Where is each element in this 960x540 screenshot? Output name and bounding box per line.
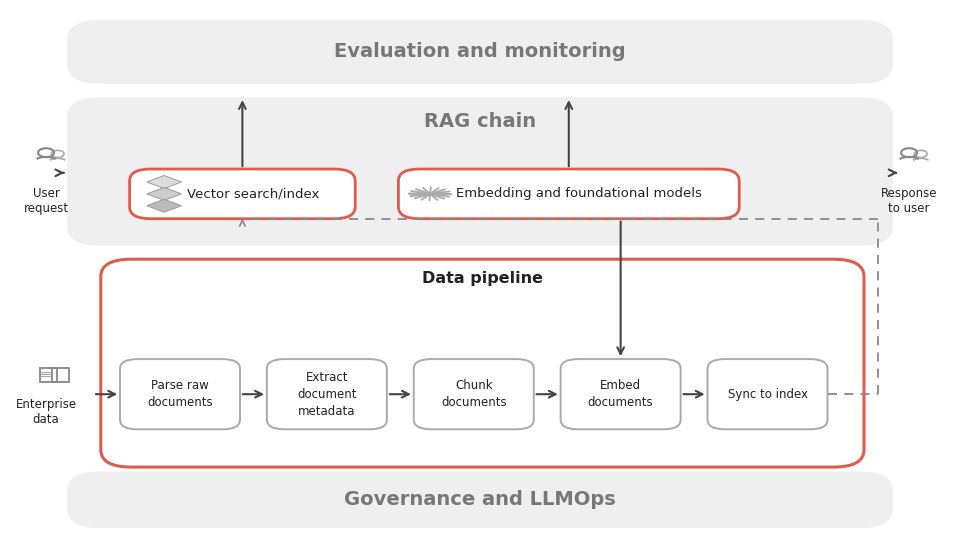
- FancyBboxPatch shape: [398, 169, 739, 219]
- Text: Vector search/index: Vector search/index: [187, 187, 320, 200]
- Text: Enterprise
data: Enterprise data: [15, 398, 77, 426]
- Text: Embedding and foundational models: Embedding and foundational models: [456, 187, 702, 200]
- Text: Data pipeline: Data pipeline: [421, 271, 543, 286]
- Text: Chunk
documents: Chunk documents: [441, 379, 507, 409]
- Text: Sync to index: Sync to index: [728, 388, 807, 401]
- Polygon shape: [147, 187, 181, 200]
- FancyBboxPatch shape: [130, 169, 355, 219]
- FancyBboxPatch shape: [67, 471, 893, 528]
- FancyBboxPatch shape: [708, 359, 828, 429]
- FancyBboxPatch shape: [67, 97, 893, 246]
- FancyBboxPatch shape: [561, 359, 681, 429]
- FancyBboxPatch shape: [67, 20, 893, 84]
- Text: User
request: User request: [23, 187, 69, 215]
- Text: Response
to user: Response to user: [881, 187, 937, 215]
- FancyBboxPatch shape: [101, 259, 864, 467]
- Text: Parse raw
documents: Parse raw documents: [147, 379, 213, 409]
- Text: Evaluation and monitoring: Evaluation and monitoring: [334, 42, 626, 62]
- FancyBboxPatch shape: [267, 359, 387, 429]
- FancyBboxPatch shape: [414, 359, 534, 429]
- Polygon shape: [147, 176, 181, 188]
- FancyBboxPatch shape: [120, 359, 240, 429]
- Text: Embed
documents: Embed documents: [588, 379, 654, 409]
- Text: Governance and LLMOps: Governance and LLMOps: [344, 490, 616, 509]
- Text: Extract
document
metadata: Extract document metadata: [298, 370, 356, 418]
- Polygon shape: [147, 199, 181, 212]
- Text: RAG chain: RAG chain: [424, 112, 536, 131]
